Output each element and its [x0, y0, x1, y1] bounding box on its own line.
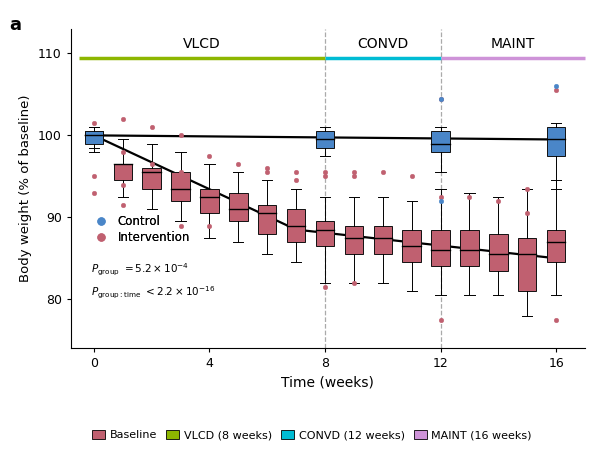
Bar: [85, 131, 103, 144]
Point: [320, 173, 330, 180]
Point: [176, 222, 185, 229]
Point: [464, 193, 474, 200]
Point: [118, 148, 128, 155]
Point: [551, 87, 561, 94]
Point: [349, 279, 359, 287]
Text: CONVD: CONVD: [357, 37, 409, 51]
Bar: [172, 172, 190, 201]
Point: [147, 161, 157, 168]
Text: a: a: [9, 16, 21, 34]
Point: [349, 169, 359, 176]
Bar: [344, 225, 363, 254]
Bar: [287, 209, 305, 242]
Legend: Control, Intervention: Control, Intervention: [87, 213, 193, 247]
Point: [262, 165, 272, 172]
Point: [407, 173, 416, 180]
Point: [523, 185, 532, 192]
Point: [292, 169, 301, 176]
Bar: [431, 131, 450, 152]
Point: [176, 169, 185, 176]
Text: VLCD: VLCD: [184, 37, 221, 51]
Point: [118, 202, 128, 209]
Point: [378, 169, 388, 176]
Point: [292, 177, 301, 184]
Point: [436, 95, 445, 102]
Point: [551, 83, 561, 90]
Point: [436, 198, 445, 205]
Point: [89, 189, 99, 196]
Text: $P_{\mathregular{group}}$ $= 5.2 \times 10^{-4}$: $P_{\mathregular{group}}$ $= 5.2 \times …: [91, 262, 190, 279]
Bar: [142, 168, 161, 189]
Point: [89, 120, 99, 127]
Point: [523, 210, 532, 217]
Text: $P_{\mathregular{group:time}}$ $< 2.2 \times 10^{-16}$: $P_{\mathregular{group:time}}$ $< 2.2 \t…: [91, 284, 215, 301]
Bar: [547, 127, 565, 156]
Bar: [547, 230, 565, 262]
Point: [205, 222, 214, 229]
Point: [436, 193, 445, 200]
Point: [118, 173, 128, 180]
Bar: [374, 225, 392, 254]
Bar: [113, 164, 132, 180]
Point: [551, 316, 561, 324]
Point: [349, 173, 359, 180]
Bar: [316, 221, 334, 246]
Point: [494, 198, 503, 205]
Bar: [200, 189, 219, 213]
Bar: [403, 230, 421, 262]
Point: [320, 169, 330, 176]
Point: [233, 161, 243, 168]
Point: [89, 173, 99, 180]
Point: [320, 284, 330, 291]
Point: [436, 95, 445, 102]
Bar: [460, 230, 479, 266]
Y-axis label: Body weight (% of baseline): Body weight (% of baseline): [19, 95, 32, 283]
Point: [118, 181, 128, 188]
Legend: Baseline, VLCD (8 weeks), CONVD (12 weeks), MAINT (16 weeks): Baseline, VLCD (8 weeks), CONVD (12 week…: [88, 425, 536, 445]
Point: [436, 316, 445, 324]
Bar: [229, 193, 248, 221]
Point: [147, 124, 157, 131]
Point: [205, 152, 214, 159]
Text: MAINT: MAINT: [491, 37, 535, 51]
Bar: [258, 205, 277, 234]
Bar: [518, 238, 536, 291]
Bar: [316, 131, 334, 148]
Bar: [431, 230, 450, 266]
Point: [176, 132, 185, 139]
Bar: [489, 234, 508, 270]
Point: [118, 115, 128, 122]
Point: [262, 169, 272, 176]
Bar: [85, 131, 103, 140]
X-axis label: Time (weeks): Time (weeks): [281, 376, 374, 390]
